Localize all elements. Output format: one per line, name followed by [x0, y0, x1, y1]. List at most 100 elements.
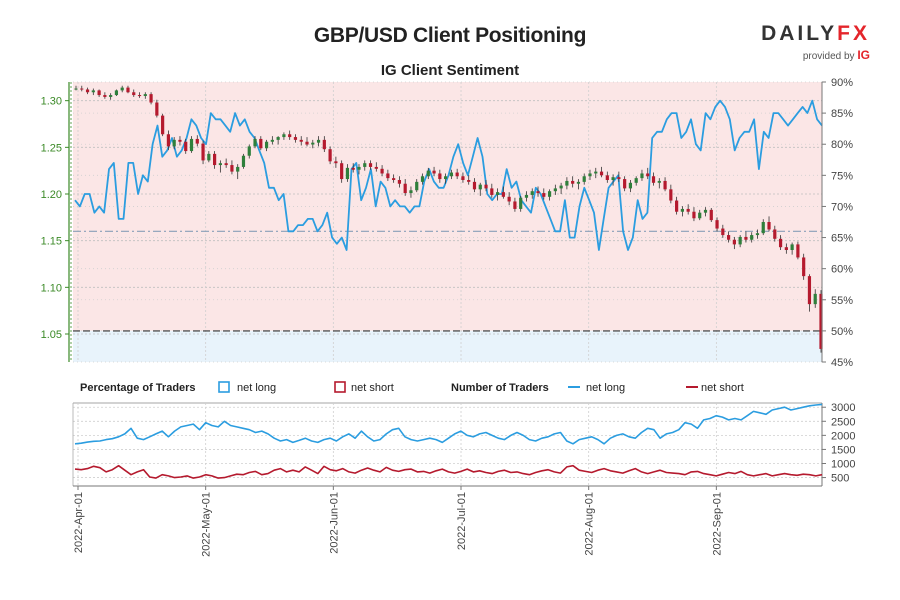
- candle-body: [264, 141, 269, 149]
- candle-body: [189, 138, 194, 152]
- date-axis: 2022-Apr-01 2022-May-01 2022-Jun-01 2022-Ju…: [73, 485, 822, 557]
- percent-tick-label: 80%: [831, 139, 853, 151]
- candle-body: [357, 166, 361, 170]
- candle-body: [149, 94, 153, 103]
- candle-body: [166, 134, 171, 147]
- date-tick-label: 2022-Jun-01: [328, 492, 340, 554]
- candle-body: [415, 181, 419, 191]
- logo-provided-by: provided by IG: [760, 48, 870, 62]
- candle-body: [669, 189, 673, 201]
- candle-body: [721, 228, 725, 236]
- candle-body: [397, 180, 402, 184]
- net-long-zone: [73, 330, 822, 362]
- traders-tick-label: 2500: [831, 416, 855, 428]
- candle-body: [594, 171, 598, 174]
- percent-tick-label: 90%: [831, 77, 853, 89]
- candle-body: [750, 235, 754, 240]
- candle-body: [773, 229, 777, 239]
- candle-body: [438, 173, 442, 180]
- candle-body: [316, 139, 321, 143]
- candle-body: [657, 180, 661, 183]
- price-tick-label: 1.30: [41, 96, 62, 108]
- chart-subtitle: IG Client Sentiment: [380, 62, 520, 79]
- candle-body: [490, 188, 494, 195]
- price-tick-label: 1.20: [41, 189, 62, 201]
- candle-body: [195, 138, 199, 144]
- candle-body: [755, 233, 760, 236]
- percent-tick-label: 65%: [831, 233, 853, 245]
- price-candlesticks: [74, 85, 823, 353]
- date-tick-label: 2022-Apr-01: [73, 492, 85, 553]
- date-tick-label: 2022-Jul-01: [456, 492, 468, 550]
- legend-pct-title: Percentage of Traders: [80, 382, 196, 394]
- candle-body: [161, 115, 165, 135]
- candle-body: [351, 167, 355, 170]
- candle-body: [207, 153, 211, 161]
- candle-body: [478, 184, 482, 190]
- traders-net-long-series: [74, 403, 823, 445]
- candle-body: [374, 166, 378, 169]
- legend-pct-long-swatch: [218, 381, 230, 393]
- candle-body: [137, 95, 142, 97]
- logo-wordmark: DAILYFX: [760, 22, 870, 46]
- candle-body: [392, 178, 396, 180]
- candle-body: [634, 178, 638, 183]
- candle-body: [732, 239, 736, 245]
- candle-body: [380, 168, 384, 174]
- candle-body: [686, 208, 690, 212]
- candle-body: [276, 137, 280, 140]
- candle-body: [340, 163, 344, 180]
- candle-body: [449, 172, 453, 177]
- candle-body: [472, 181, 477, 190]
- candle-body: [103, 95, 107, 97]
- logo-sub-text: provided by: [802, 51, 855, 62]
- candle-body: [807, 276, 812, 305]
- candle-body: [767, 222, 771, 230]
- legend-pct-long-label: net long: [237, 382, 276, 394]
- candle-body: [322, 139, 326, 150]
- percent-tick-label: 85%: [831, 108, 853, 120]
- percent-tick-label: 50%: [831, 326, 853, 338]
- candle-body: [143, 94, 147, 96]
- candle-body: [542, 193, 546, 197]
- candle-body: [813, 293, 817, 305]
- candle-body: [784, 247, 788, 250]
- candle-body: [293, 137, 298, 140]
- candle-body: [334, 161, 338, 164]
- candle-body: [501, 192, 505, 197]
- candle-body: [213, 153, 217, 166]
- candle-body: [236, 166, 240, 172]
- dailyfx-logo: DAILYFX provided by IG: [760, 22, 870, 62]
- percent-tick-label: 45%: [831, 357, 853, 369]
- traders-panel: 500 1000 1500 2000 2500 3000: [72, 402, 855, 486]
- candle-body: [576, 181, 581, 184]
- traders-tick-label: 1500: [831, 444, 855, 456]
- candle-body: [305, 141, 309, 145]
- candle-body: [709, 209, 713, 221]
- candle-body: [241, 155, 246, 167]
- price-panel-grid: [73, 81, 822, 363]
- legend-num-title: Number of Traders: [451, 382, 549, 394]
- candle-body: [513, 201, 517, 209]
- candle-body: [91, 90, 95, 93]
- candle-body: [120, 87, 124, 91]
- percent-tick-label: 55%: [831, 295, 853, 307]
- traders-tick-label: 3000: [831, 402, 855, 414]
- candle-body: [420, 176, 425, 182]
- candle-body: [461, 176, 465, 180]
- candle-body: [605, 175, 609, 180]
- candle-body: [299, 139, 303, 142]
- candle-body: [726, 235, 731, 240]
- candle-body: [224, 163, 228, 166]
- candle-body: [680, 208, 684, 212]
- candle-body: [184, 141, 188, 152]
- candle-body: [409, 190, 413, 194]
- price-tick-label: 1.25: [41, 142, 62, 154]
- candle-body: [790, 244, 794, 250]
- logo-text-daily: DAILY: [761, 22, 838, 45]
- date-tick-label: 2022-Aug-01: [584, 492, 596, 556]
- candle-body: [253, 138, 257, 147]
- percent-tick-label: 70%: [831, 201, 853, 213]
- logo-text-fx: FX: [837, 22, 870, 45]
- candle-body: [599, 171, 604, 176]
